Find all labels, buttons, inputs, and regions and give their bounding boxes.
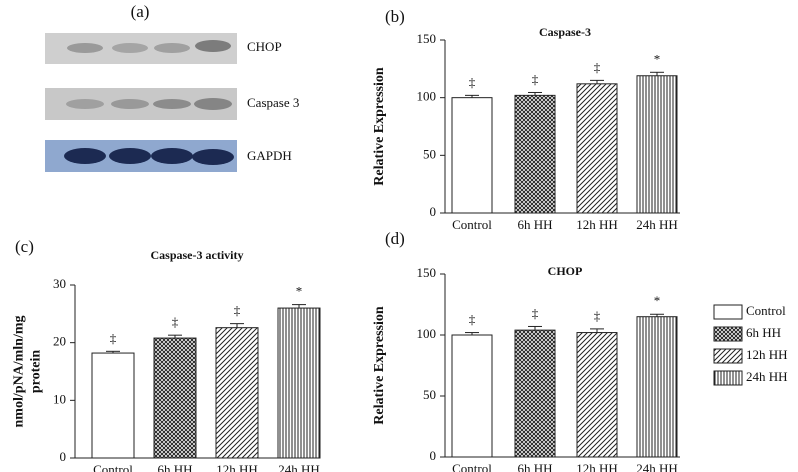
western-blot: (a) CHOP Caspase 3 GAPDH (45, 2, 299, 172)
x-tick-label: 6h HH (157, 462, 192, 472)
annotation: * (296, 284, 303, 299)
y-tick-label: 100 (417, 326, 437, 341)
x-tick-label: Control (452, 461, 492, 472)
y-tick-label: 100 (417, 89, 437, 104)
bar (514, 329, 556, 458)
annotation: ‡ (172, 314, 179, 329)
x-tick-label: Control (93, 462, 133, 472)
band (67, 43, 103, 53)
x-tick-label: 12h HH (576, 217, 618, 232)
bar (576, 332, 618, 458)
annotation: ‡ (594, 59, 601, 74)
chart-title: Caspase-3 activity (151, 248, 244, 262)
legend-swatch (713, 370, 743, 386)
annotation: * (654, 51, 661, 66)
band (109, 148, 151, 164)
x-tick-label: 6h HH (517, 461, 552, 472)
band (64, 148, 106, 164)
legend-label: 12h HH (746, 347, 788, 362)
bar (451, 334, 493, 458)
chart-title: Caspase-3 (539, 25, 591, 39)
y-tick-label: 0 (430, 448, 437, 463)
y-tick-label: 50 (423, 146, 436, 161)
legend-label: Control (746, 303, 786, 318)
panel-label: (a) (131, 2, 150, 21)
bar (215, 327, 259, 459)
band (195, 40, 231, 52)
band (66, 99, 104, 109)
annotation: ‡ (110, 330, 117, 345)
band (112, 43, 148, 53)
x-tick-label: 24h HH (636, 461, 678, 472)
legend-swatch (713, 304, 743, 320)
annotation: ‡ (469, 74, 476, 89)
y-axis-label: nmol/pNA/mln/mg (12, 315, 27, 427)
y-tick-label: 10 (53, 391, 66, 406)
legend-label: 6h HH (746, 325, 781, 340)
y-axis-label: Relative Expression (372, 306, 387, 425)
band-label: Caspase 3 (247, 95, 299, 110)
band (153, 99, 191, 109)
x-tick-label: 12h HH (216, 462, 258, 472)
y-tick-label: 50 (423, 387, 436, 402)
y-tick-label: 20 (53, 334, 66, 349)
y-tick-label: 0 (430, 204, 437, 219)
bar (514, 94, 556, 214)
y-tick-label: 30 (53, 276, 66, 291)
band (192, 149, 234, 165)
band (194, 98, 232, 110)
x-tick-label: 24h HH (278, 462, 320, 472)
bar (277, 307, 321, 459)
panel-label: (b) (385, 7, 405, 26)
annotation: * (654, 293, 661, 308)
bar (153, 337, 197, 459)
y-tick-label: 150 (417, 31, 437, 46)
bar (636, 316, 678, 458)
bar (636, 75, 678, 214)
band (154, 43, 190, 53)
band-label: GAPDH (247, 148, 292, 163)
band-label: CHOP (247, 39, 282, 54)
x-tick-label: 6h HH (517, 217, 552, 232)
bar (91, 352, 135, 459)
band (151, 148, 193, 164)
annotation: ‡ (469, 312, 476, 327)
bar (451, 97, 493, 214)
legend-swatch (713, 326, 743, 342)
y-axis-label: protein (29, 350, 44, 394)
panel-label: (d) (385, 229, 405, 248)
annotation: ‡ (532, 71, 539, 86)
annotation: ‡ (234, 303, 241, 318)
bar (576, 83, 618, 214)
x-tick-label: 24h HH (636, 217, 678, 232)
legend-swatch (713, 348, 743, 364)
x-tick-label: Control (452, 217, 492, 232)
chart-title: CHOP (548, 264, 583, 278)
band (111, 99, 149, 109)
x-tick-label: 12h HH (576, 461, 618, 472)
legend-label: 24h HH (746, 369, 788, 384)
panel-label: (c) (15, 237, 34, 256)
y-tick-label: 0 (60, 449, 67, 464)
annotation: ‡ (594, 308, 601, 323)
y-tick-label: 150 (417, 265, 437, 280)
annotation: ‡ (532, 305, 539, 320)
y-axis-label: Relative Expression (372, 67, 387, 186)
